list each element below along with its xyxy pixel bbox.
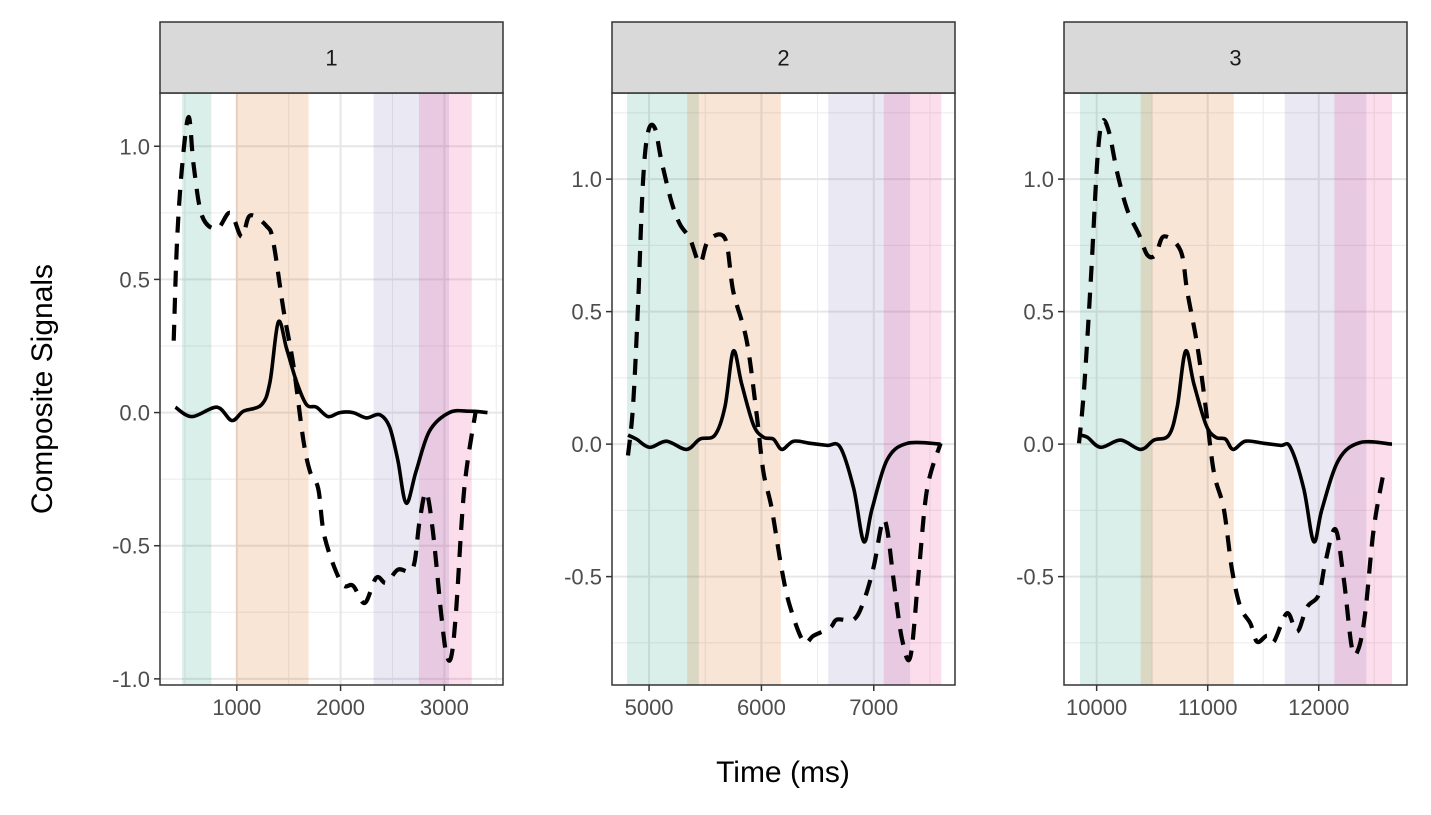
highlight-band-pink bbox=[883, 93, 942, 685]
panel-1: 1 1000 2000 3000 1.0 0.5 0.0 -0.5 -1.0 bbox=[112, 21, 504, 720]
y-tick-label: 0.0 bbox=[1023, 432, 1054, 457]
series-line-solid bbox=[627, 349, 941, 544]
highlight-band-pink bbox=[418, 93, 472, 685]
series-line-dashed bbox=[1076, 118, 1386, 658]
highlight-band-green bbox=[182, 93, 212, 685]
highlight-band-pink bbox=[1334, 93, 1393, 685]
facet-strip bbox=[611, 21, 956, 94]
highlight-band-green bbox=[627, 93, 699, 685]
plot-area bbox=[612, 93, 955, 685]
y-tick-label: 0.0 bbox=[119, 401, 150, 426]
series-line-solid bbox=[174, 319, 488, 505]
x-tick-label: 1000 bbox=[212, 695, 261, 720]
x-tick-label: 7000 bbox=[849, 695, 898, 720]
plot-background bbox=[1064, 93, 1407, 685]
plot-area bbox=[160, 93, 503, 685]
x-tick-label: 11000 bbox=[1178, 695, 1238, 720]
x-axis-title: Time (ms) bbox=[716, 756, 850, 789]
plot-background bbox=[160, 93, 503, 685]
series-line-dashed bbox=[171, 114, 478, 663]
series-line-solid bbox=[1078, 349, 1393, 544]
x-tick-label: 2000 bbox=[316, 695, 365, 720]
highlight-band-purple bbox=[1284, 93, 1367, 685]
facet-strip-label: 2 bbox=[777, 46, 789, 71]
y-axis-title: Composite Signals bbox=[26, 264, 59, 514]
y-tick-label: -0.5 bbox=[112, 534, 150, 559]
panel-3: 3 10000 11000 12000 1.0 0.5 0.0 -0.5 bbox=[1016, 21, 1408, 720]
x-tick-label: 6000 bbox=[737, 695, 786, 720]
y-tick-label: -1.0 bbox=[112, 667, 150, 692]
facet-strip bbox=[1063, 21, 1408, 94]
y-tick-label: 1.0 bbox=[571, 167, 602, 192]
highlight-band-orange bbox=[1140, 93, 1234, 685]
highlight-band-green bbox=[1079, 93, 1153, 685]
x-tick-label: 12000 bbox=[1288, 695, 1349, 720]
facet-strip bbox=[159, 21, 504, 94]
y-tick-label: -0.5 bbox=[564, 565, 602, 590]
y-tick-label: -0.5 bbox=[1016, 565, 1054, 590]
facet-strip-label: 1 bbox=[325, 46, 337, 71]
series-line-dashed bbox=[625, 122, 943, 663]
y-tick-label: 0.0 bbox=[571, 432, 602, 457]
panel-2: 2 5000 6000 7000 1.0 0.5 0.0 -0.5 bbox=[564, 21, 956, 720]
facet-strip-label: 3 bbox=[1229, 46, 1241, 71]
y-tick-label: 0.5 bbox=[571, 300, 602, 325]
highlight-band-orange bbox=[687, 93, 781, 685]
y-tick-label: 1.0 bbox=[119, 134, 150, 159]
x-tick-label: 5000 bbox=[625, 695, 674, 720]
y-tick-label: 0.5 bbox=[119, 267, 150, 292]
y-tick-label: 1.0 bbox=[1023, 167, 1054, 192]
y-tick-label: 0.5 bbox=[1023, 300, 1054, 325]
x-tick-label: 10000 bbox=[1066, 695, 1127, 720]
x-tick-label: 3000 bbox=[420, 695, 469, 720]
plot-area bbox=[1064, 93, 1407, 685]
